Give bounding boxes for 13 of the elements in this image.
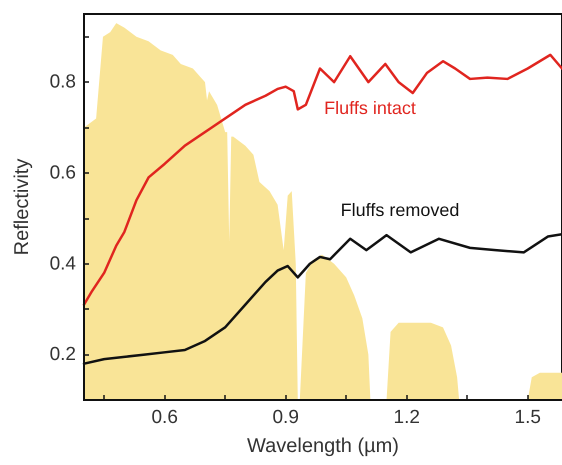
- x-tick-label: 0.9: [272, 407, 299, 428]
- y-tick-label: 0.6: [50, 162, 76, 184]
- x-axis-title: Wavelength (µm): [247, 435, 399, 457]
- y-tick-label: 0.8: [50, 72, 76, 93]
- x-tick-label: 1.2: [393, 407, 420, 428]
- series-label: Fluffs removed: [340, 200, 460, 220]
- y-axis-title: Reflectivity: [11, 158, 33, 256]
- line-series: [82, 54, 562, 306]
- y-tick-label: 0.4: [50, 253, 76, 274]
- y-tick-label: 0.2: [50, 344, 76, 366]
- series-label: Fluffs intact: [324, 98, 416, 118]
- x-tick-label: 1.5: [514, 407, 541, 428]
- x-tick-label: 0.6: [151, 407, 178, 428]
